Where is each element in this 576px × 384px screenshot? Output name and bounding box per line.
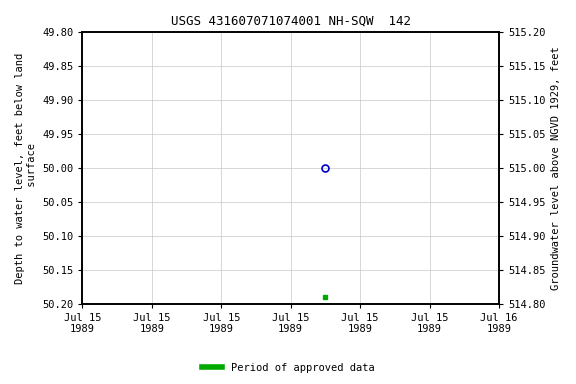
Legend: Period of approved data: Period of approved data [198,359,378,377]
Title: USGS 431607071074001 NH-SQW  142: USGS 431607071074001 NH-SQW 142 [170,15,411,28]
Y-axis label: Groundwater level above NGVD 1929, feet: Groundwater level above NGVD 1929, feet [551,46,561,290]
Y-axis label: Depth to water level, feet below land
 surface: Depth to water level, feet below land su… [15,52,37,283]
